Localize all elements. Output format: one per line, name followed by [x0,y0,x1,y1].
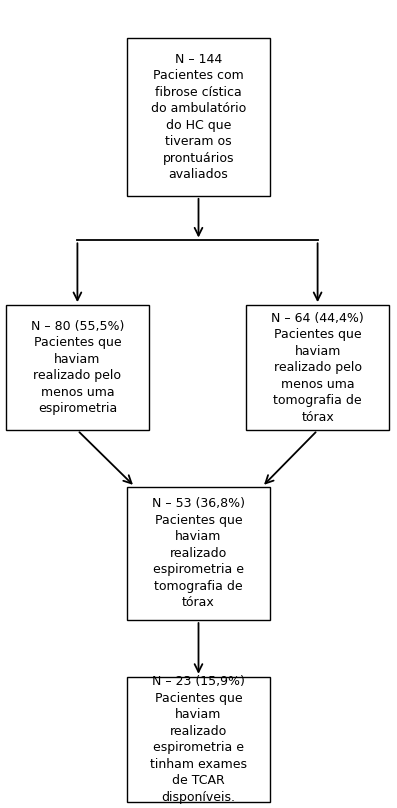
FancyBboxPatch shape [127,677,270,802]
FancyBboxPatch shape [127,39,270,196]
Text: N – 80 (55,5%)
Pacientes que
haviam
realizado pelo
menos uma
espirometria: N – 80 (55,5%) Pacientes que haviam real… [31,320,124,415]
FancyBboxPatch shape [6,305,149,430]
Text: N – 53 (36,8%)
Pacientes que
haviam
realizado
espirometria e
tomografia de
tórax: N – 53 (36,8%) Pacientes que haviam real… [152,498,245,609]
Text: N – 23 (15,9%)
Pacientes que
haviam
realizado
espirometria e
tinham exames
de TC: N – 23 (15,9%) Pacientes que haviam real… [150,675,247,804]
Text: N – 64 (44,4%)
Pacientes que
haviam
realizado pelo
menos uma
tomografia de
tórax: N – 64 (44,4%) Pacientes que haviam real… [271,312,364,423]
Text: N – 144
Pacientes com
fibrose cística
do ambulatório
do HC que
tiveram os
prontu: N – 144 Pacientes com fibrose cística do… [151,53,246,182]
FancyBboxPatch shape [246,305,389,430]
FancyBboxPatch shape [127,486,270,621]
